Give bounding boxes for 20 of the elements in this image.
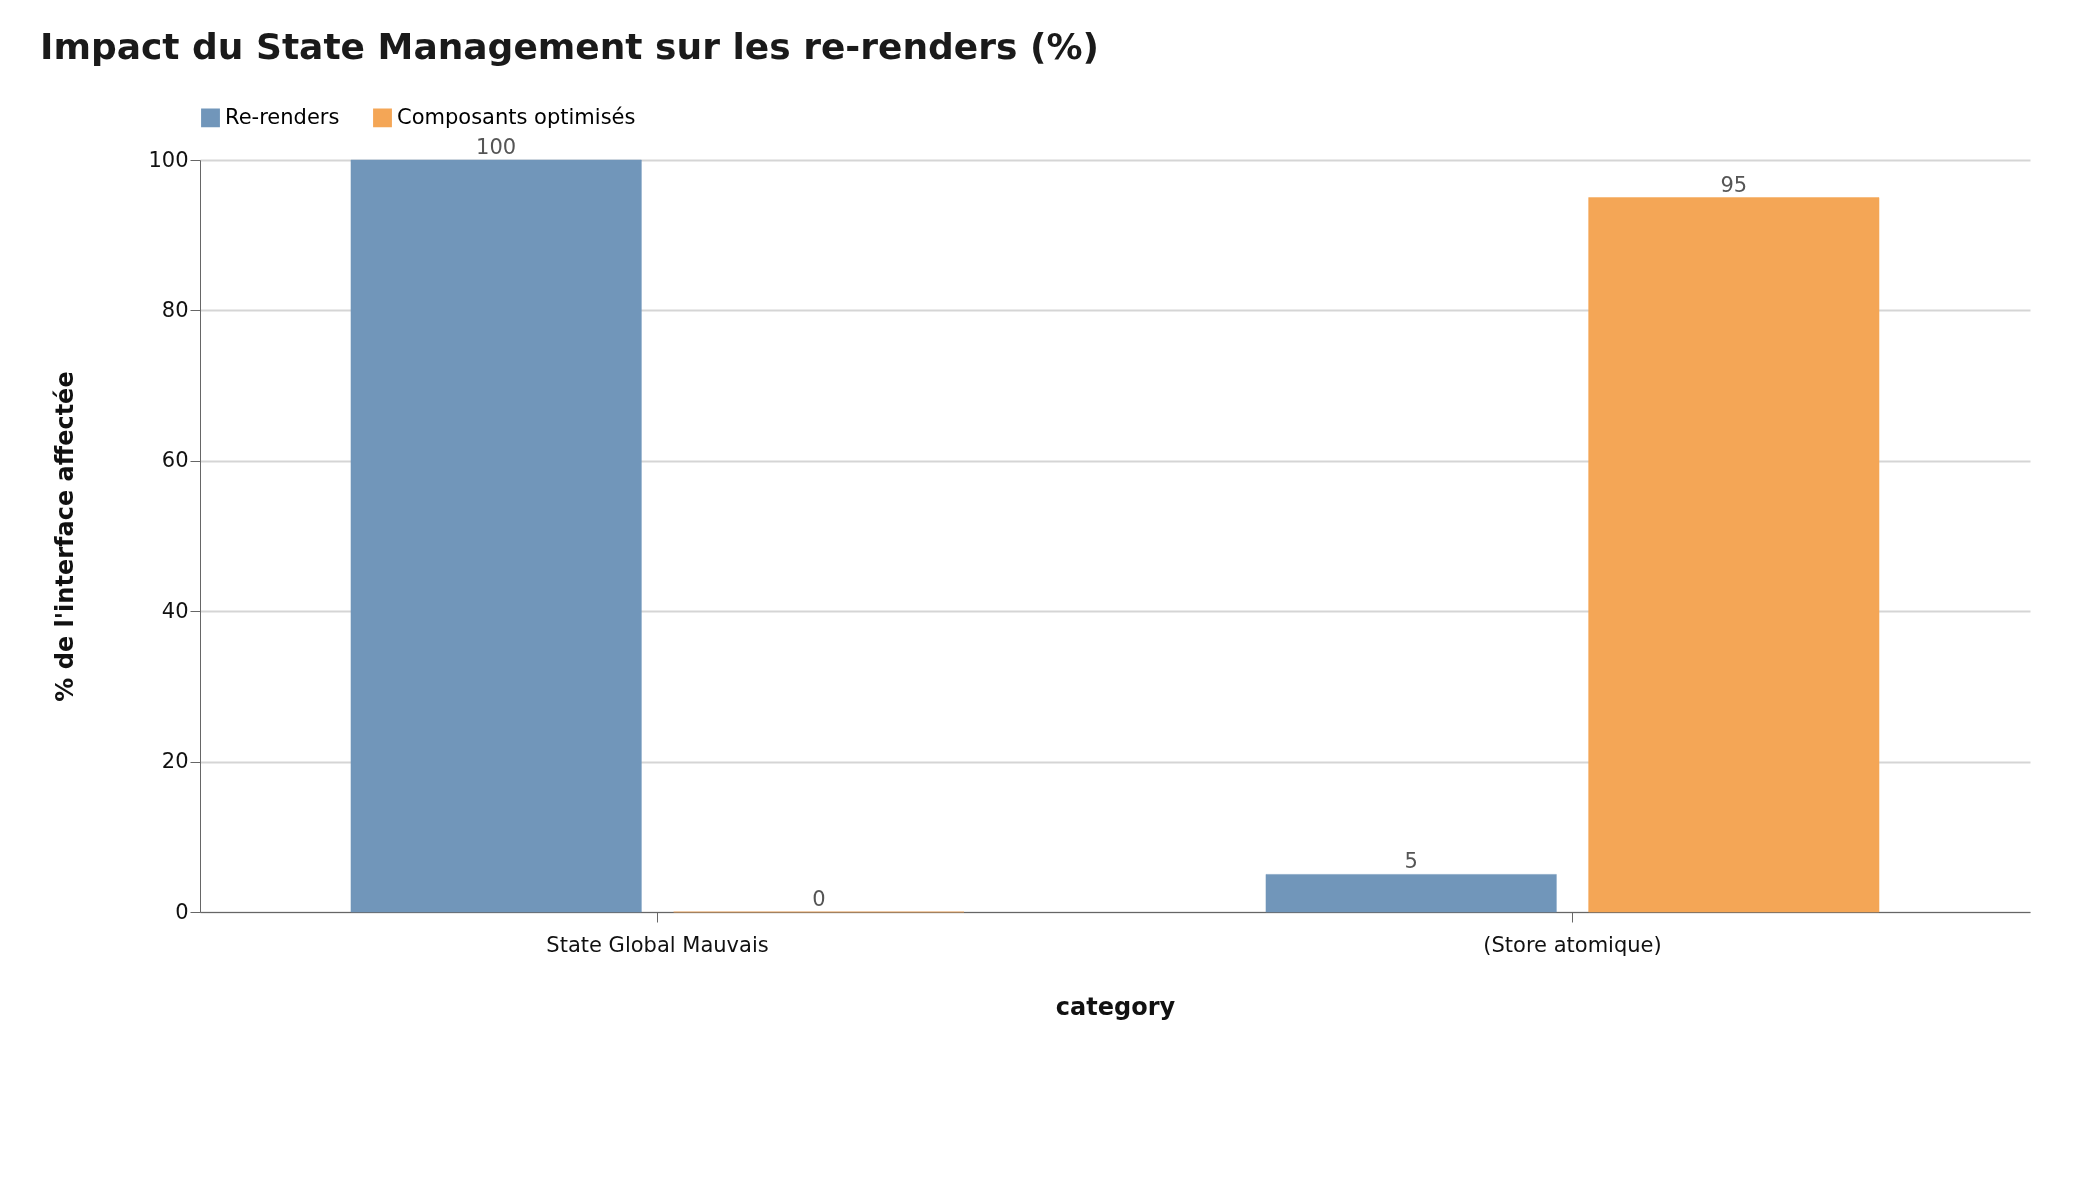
data-label: 0 bbox=[812, 887, 826, 911]
x-tick-label: State Global Mauvais bbox=[546, 932, 769, 957]
bar bbox=[1265, 874, 1557, 913]
y-tick-label: 60 bbox=[161, 448, 189, 473]
legend-label: Composants optimisés bbox=[397, 104, 636, 129]
y-tick-label: 0 bbox=[175, 899, 189, 924]
y-tick-label: 20 bbox=[161, 749, 189, 774]
y-tick-label: 100 bbox=[148, 147, 189, 172]
data-label: 100 bbox=[476, 135, 517, 159]
bar bbox=[350, 159, 642, 913]
x-axis-title: category bbox=[1055, 992, 1176, 1021]
legend-label: Re-renders bbox=[225, 104, 340, 129]
bar bbox=[1588, 197, 1880, 913]
chart-title: Impact du State Management sur les re-renders (%) bbox=[40, 26, 1099, 67]
y-axis-title: % de l'interface affectée bbox=[51, 371, 80, 702]
y-tick-label: 40 bbox=[161, 598, 189, 623]
x-tick-label: (Store atomique) bbox=[1483, 932, 1662, 957]
data-label: 5 bbox=[1404, 849, 1418, 874]
data-label: 95 bbox=[1720, 172, 1748, 197]
y-tick-label: 80 bbox=[161, 297, 189, 322]
